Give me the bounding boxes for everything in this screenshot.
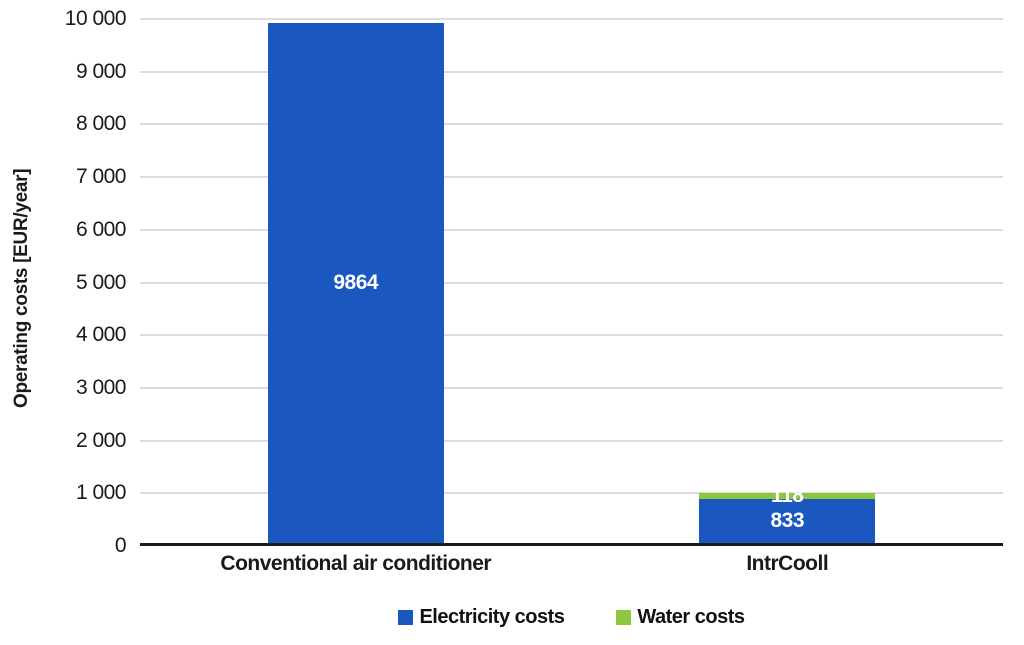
- x-label-intrcooll: IntrCooll: [746, 552, 829, 575]
- gridline-10000: [140, 18, 1003, 20]
- value-label-electricity-costs-conventional-air-conditioner: 9864: [333, 271, 379, 295]
- y-tick-label-0: 0: [114, 534, 127, 557]
- bar-segment-electricity-costs-intrcooll: [699, 499, 876, 543]
- y-axis-ticks: 0 1 000 2 000 3 000 4 000 5 000 6 000 7 000 8 00…: [0, 7, 127, 557]
- legend: Electricity costs Water costs: [140, 606, 1003, 629]
- bar-intrcooll: 833 118: [699, 19, 876, 543]
- gridline-9000: [140, 70, 1003, 73]
- bar-conventional-air-conditioner: 9864: [267, 19, 444, 543]
- y-tick-label-2000: 2 000: [75, 428, 127, 452]
- value-label-water-costs-intrcooll: 118: [771, 484, 804, 507]
- y-tick-label-1000: 1 000: [75, 481, 127, 505]
- legend-item-water-costs: Water costs: [616, 606, 745, 629]
- legend-swatch-icon: [398, 610, 414, 625]
- gridline-2000: [140, 439, 1003, 442]
- gridline-4000: [140, 334, 1003, 337]
- legend-label: Water costs: [637, 606, 745, 628]
- gridline-6000: [140, 228, 1003, 231]
- legend-item-electricity-costs: Electricity costs: [398, 606, 565, 629]
- value-label-electricity-costs-intrcooll: 833: [770, 509, 805, 533]
- y-tick-label-9000: 9 000: [75, 59, 127, 83]
- gridline-8000: [140, 123, 1003, 126]
- bar-segment-electricity-costs-conventional-air-conditioner: [267, 23, 444, 543]
- bar-segment-water-costs-intrcooll: [699, 492, 876, 500]
- y-tick-label-6000: 6 000: [75, 217, 127, 241]
- plot-area: 9864 833 118: [140, 18, 1003, 546]
- gridline-7000: [140, 176, 1003, 179]
- x-label-conventional-air-conditioner: Conventional air conditioner: [220, 552, 492, 575]
- gridline-5000: [140, 281, 1003, 284]
- x-axis-labels: Conventional air conditioner IntrCooll: [140, 552, 1003, 580]
- gridline-3000: [140, 386, 1003, 389]
- y-tick-label-10000: 10 000: [64, 7, 127, 30]
- y-tick-label-3000: 3 000: [75, 375, 127, 399]
- y-tick-label-5000: 5 000: [75, 270, 127, 294]
- legend-label: Electricity costs: [419, 606, 565, 628]
- y-tick-label-7000: 7 000: [75, 165, 127, 189]
- y-tick-label-4000: 4 000: [75, 323, 127, 347]
- gridline-1000: [140, 492, 1003, 495]
- y-tick-label-8000: 8 000: [75, 112, 127, 136]
- legend-swatch-icon: [616, 610, 632, 625]
